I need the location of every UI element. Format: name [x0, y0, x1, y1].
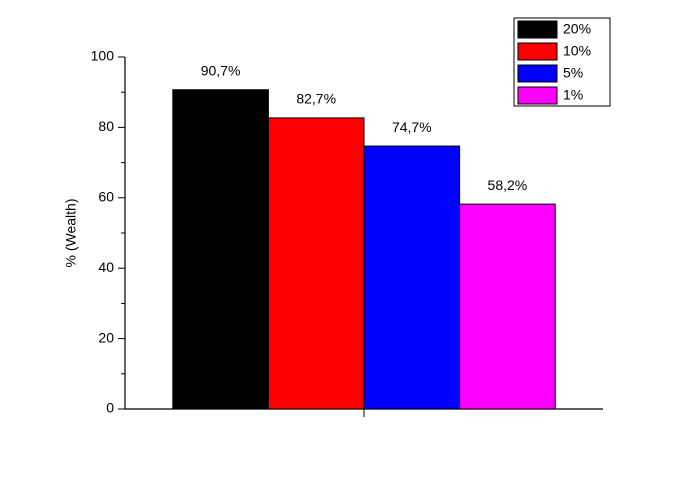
value-label: 82,7% [296, 91, 336, 107]
value-label: 74,7% [392, 119, 432, 135]
y-tick-label: 20 [98, 329, 114, 345]
legend-swatch [517, 42, 558, 61]
legend-label: 20% [563, 21, 591, 37]
legend-swatch [517, 64, 558, 83]
bar [267, 117, 365, 410]
y-tick-label: 60 [98, 189, 114, 205]
y-tick-label: 0 [106, 400, 114, 416]
legend-label: 10% [563, 43, 591, 59]
y-tick-label: 80 [98, 118, 114, 134]
legend-swatch [517, 20, 558, 39]
legend-swatch [517, 86, 558, 105]
bar [459, 203, 556, 410]
value-label: 90,7% [201, 62, 241, 78]
y-axis-label: % (Wealth) [63, 199, 79, 268]
y-tick-label: 40 [98, 259, 114, 275]
legend-label: 1% [563, 87, 583, 103]
value-label: 58,2% [488, 177, 528, 193]
legend-label: 5% [563, 65, 583, 81]
bar [363, 145, 461, 410]
bar [172, 89, 269, 410]
y-tick-label: 100 [91, 48, 115, 64]
